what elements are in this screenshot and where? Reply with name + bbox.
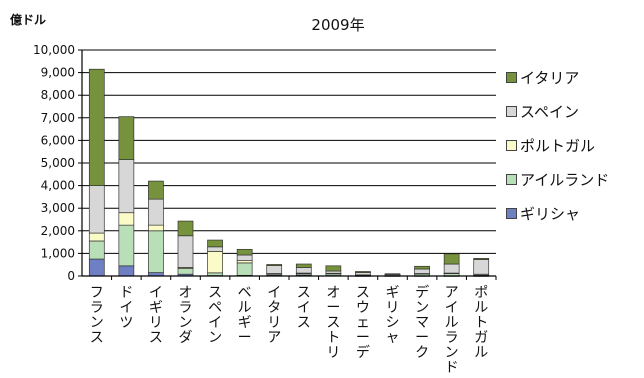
y-tick-label: 1,000 (41, 246, 75, 260)
x-tick-label: フランス (90, 285, 104, 346)
y-tick-label: 0 (67, 269, 75, 283)
legend-item: ギリシャ (506, 196, 609, 230)
x-tick-label: イギリス (149, 285, 163, 346)
y-tick-label: 3,000 (41, 201, 75, 215)
bar-segment (236, 254, 253, 261)
x-tick-label: イタリア (267, 285, 281, 346)
bar-segment (177, 268, 194, 275)
x-tick-label: スペイン (208, 285, 222, 346)
y-tick-label: 6,000 (41, 133, 75, 147)
legend-swatch (506, 173, 517, 185)
legend-label: イタリア (520, 68, 580, 87)
y-axis-ticks: 0 1,000 2,000 3,000 4,000 5,000 6,000 7,000 8,00… (33, 43, 82, 283)
legend-swatch (506, 105, 517, 117)
legend-swatch (506, 71, 517, 83)
legend-swatch (506, 139, 517, 151)
bar-segment (177, 220, 194, 237)
bar-segment (148, 230, 164, 273)
x-tick-label: スウェーデ (356, 285, 370, 361)
x-tick-label: オランダ (179, 285, 193, 346)
x-tick-label: ベルギー (238, 285, 252, 346)
bar-segment (118, 159, 135, 214)
bar-segment (266, 265, 283, 274)
y-tick-label: 5,000 (41, 156, 75, 170)
y-tick-label: 10,000 (33, 43, 75, 57)
bar-segment (384, 273, 401, 275)
legend-label: ポルトガル (520, 136, 596, 155)
legend-item: アイルランド (506, 162, 609, 196)
bars (88, 68, 490, 277)
legend-label: アイルランド (520, 170, 610, 189)
y-tick-label: 7,000 (41, 111, 75, 125)
legend-label: ギリシャ (520, 204, 581, 223)
y-tick-label: 2,000 (41, 224, 75, 238)
x-tick-label: デンマーク (415, 284, 429, 361)
bar-segment (148, 180, 164, 200)
bar-segment (118, 116, 135, 160)
bar-segment (325, 265, 342, 272)
bar-segment (148, 224, 164, 232)
legend-item: ポルトガル (506, 128, 609, 162)
bar-segment (236, 248, 253, 256)
y-axis-label: 億ドル (10, 12, 46, 27)
bar-segment (118, 265, 135, 277)
bar-segment (295, 263, 312, 268)
legend-label: スペイン (520, 102, 579, 121)
x-tick-label: アイルランド (445, 285, 459, 376)
bar-segment (473, 258, 490, 260)
bar-segment (88, 185, 105, 234)
gridlines (82, 49, 496, 254)
legend-item: スペイン (506, 94, 609, 128)
bar-segment (414, 268, 430, 274)
bar-segment (118, 212, 135, 226)
bar-segment (443, 263, 460, 274)
x-axis-labels: フランス ドイツ イギリス オランダ スペイン ベルギー イタリア スイス オーストリ スウェーデ… (90, 276, 497, 376)
y-tick-label: 4,000 (41, 179, 75, 193)
y-tick-label: 8,000 (41, 88, 75, 102)
x-tick-label: オーストリ (326, 285, 340, 361)
bar-segment (177, 235, 194, 268)
bar-segment (148, 198, 164, 226)
x-tick-label: スイス (297, 285, 311, 331)
bar-segment (207, 272, 223, 276)
bar-segment (414, 265, 430, 270)
bar-segment (266, 264, 283, 266)
bar-segment (88, 232, 105, 242)
axes (81, 50, 496, 277)
bar-segment (207, 239, 223, 248)
legend: イタリアスペインポルトガルアイルランド ギリシャ (506, 60, 609, 230)
bar-segment (295, 267, 312, 274)
bar-segment (207, 246, 223, 252)
x-tick-label: ポルトガル (474, 285, 488, 361)
bar-segment (443, 253, 460, 265)
y-tick-label: 9,000 (41, 66, 75, 80)
bar-segment (236, 262, 253, 276)
x-tick-label: ギリシャ (386, 285, 400, 346)
bar-segment (88, 258, 105, 277)
bar-segment (355, 271, 371, 273)
bar-segment (88, 68, 105, 186)
chart-title: 2009年 (311, 16, 364, 34)
legend-item: イタリア (506, 60, 609, 94)
x-tick-label: ドイツ (119, 285, 133, 331)
bar-segment (118, 224, 135, 267)
legend-swatch (506, 207, 517, 219)
bar-segment (473, 259, 490, 275)
bar-segment (207, 251, 223, 274)
bar-segment (88, 240, 105, 260)
